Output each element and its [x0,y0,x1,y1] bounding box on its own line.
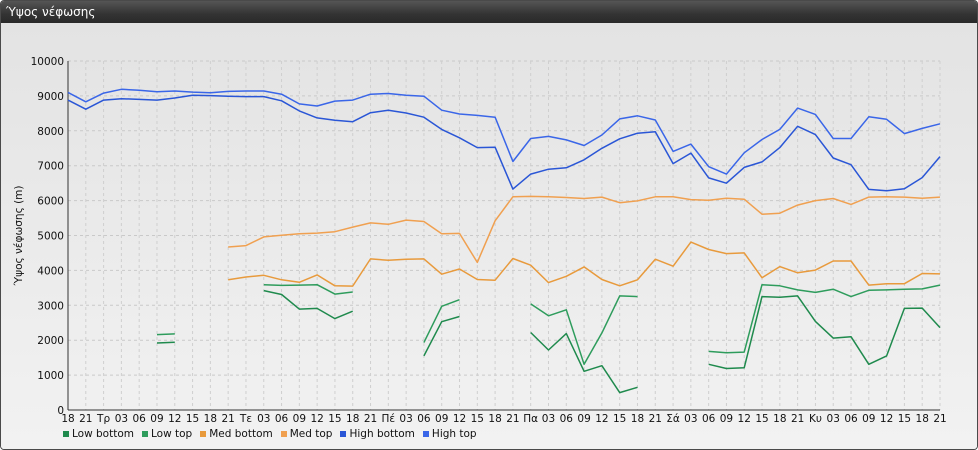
x-tick-label: 03 [542,413,555,425]
x-tick-label: Πέ [382,413,396,425]
x-tick-label: 18 [346,413,359,425]
x-tick-label: 09 [293,413,306,425]
legend-swatch [340,431,347,437]
x-tick-label: 18 [773,413,786,425]
x-tick-label: Τε [239,413,252,425]
series-line-1 [530,295,638,366]
series-line-0 [708,295,941,370]
y-tick-label: 6000 [37,196,64,208]
x-tick-label: 12 [453,413,466,425]
series-line-1 [156,333,175,336]
series-line-3 [228,195,941,264]
legend-item: Low top [142,427,192,441]
x-tick-label: 15 [471,413,484,425]
series-line-1 [263,283,353,295]
legend-swatch [63,431,69,437]
legend-item: High top [422,427,477,441]
y-tick-label: 9000 [37,91,64,103]
x-tick-label: 18 [204,413,217,425]
x-tick-label: 06 [132,413,146,425]
x-tick-label: 15 [328,413,341,425]
y-tick-label: 1000 [37,370,64,382]
x-tick-label: 06 [702,413,716,425]
legend-label: Low top [151,428,193,440]
x-tick-label: 06 [417,413,431,425]
x-tick-label: 03 [257,413,270,425]
y-tick-label: 4000 [37,265,64,277]
x-tick-label: 18 [61,413,74,425]
series-line-5 [67,88,941,175]
legend-swatch [422,431,429,437]
x-tick-label: 09 [862,413,875,425]
legend-label: Low bottom [72,428,134,440]
x-tick-label: 06 [275,413,289,425]
legend-label: High bottom [349,428,415,440]
legend-item: High bottom [340,427,415,441]
y-tick-label: 0 [57,405,64,417]
y-tick-label: 3000 [37,300,64,312]
series-line-4 [67,94,941,192]
legend-label: Med bottom [209,428,273,440]
series-line-0 [156,341,175,344]
x-tick-label: Πα [523,413,538,425]
x-tick-label: 03 [684,413,697,425]
x-tick-label: 15 [755,413,768,425]
y-tick-label: 8000 [37,126,64,138]
legend-swatch [280,431,287,437]
legend-item: Med bottom [200,427,273,441]
y-tick-label: 10000 [31,56,64,68]
window-title: Ύψος νέφωσης [6,5,96,19]
legend: Low bottom Low top Med bottom Med top High b… [63,427,477,441]
series-line-1 [423,298,460,343]
series-line-0 [263,289,353,320]
x-tick-label: 09 [435,413,448,425]
x-tick-label: 03 [827,413,840,425]
x-tick-label: 21 [791,413,804,425]
y-tick-label: 5000 [37,231,64,243]
x-tick-label: 12 [880,413,893,425]
x-tick-label: 06 [844,413,858,425]
x-tick-label: 03 [115,413,128,425]
x-tick-label: 18 [916,413,929,425]
y-tick-label: 7000 [37,161,64,173]
x-tick-label: Τρ [96,413,110,425]
x-tick-label: 03 [399,413,412,425]
x-tick-label: Κυ [809,413,822,425]
x-tick-label: 15 [898,413,911,425]
y-tick-label: 2000 [37,335,64,347]
legend-item: Low bottom [63,427,134,441]
series-line-2 [228,241,941,287]
legend-label: High top [431,428,477,440]
legend-item: Med top [280,427,333,441]
x-tick-label: 21 [364,413,377,425]
x-tick-label: Σά [666,413,680,425]
x-tick-label: 06 [560,413,574,425]
x-tick-label: 18 [631,413,644,425]
series-line-0 [530,331,638,394]
x-tick-label: 21 [221,413,234,425]
x-tick-label: 12 [168,413,181,425]
x-tick-label: 21 [506,413,519,425]
x-tick-label: 21 [79,413,92,425]
x-tick-label: 12 [310,413,323,425]
x-tick-label: 15 [186,413,199,425]
series-line-0 [423,315,460,357]
series-line-1 [708,283,941,354]
x-tick-label: 09 [577,413,590,425]
x-tick-label: 12 [595,413,608,425]
x-tick-label: 21 [649,413,662,425]
x-tick-label: 21 [933,413,946,425]
x-tick-label: 09 [720,413,733,425]
legend-label: Med top [289,428,333,440]
legend-swatch [142,431,148,437]
y-axis-title: Ύψος νέφωσης (m) [13,185,25,286]
x-tick-label: 09 [150,413,163,425]
legend-swatch [200,431,207,437]
x-tick-label: 18 [488,413,501,425]
x-tick-label: 12 [738,413,751,425]
x-tick-label: 15 [613,413,626,425]
title-bar: Ύψος νέφωσης [1,1,977,23]
